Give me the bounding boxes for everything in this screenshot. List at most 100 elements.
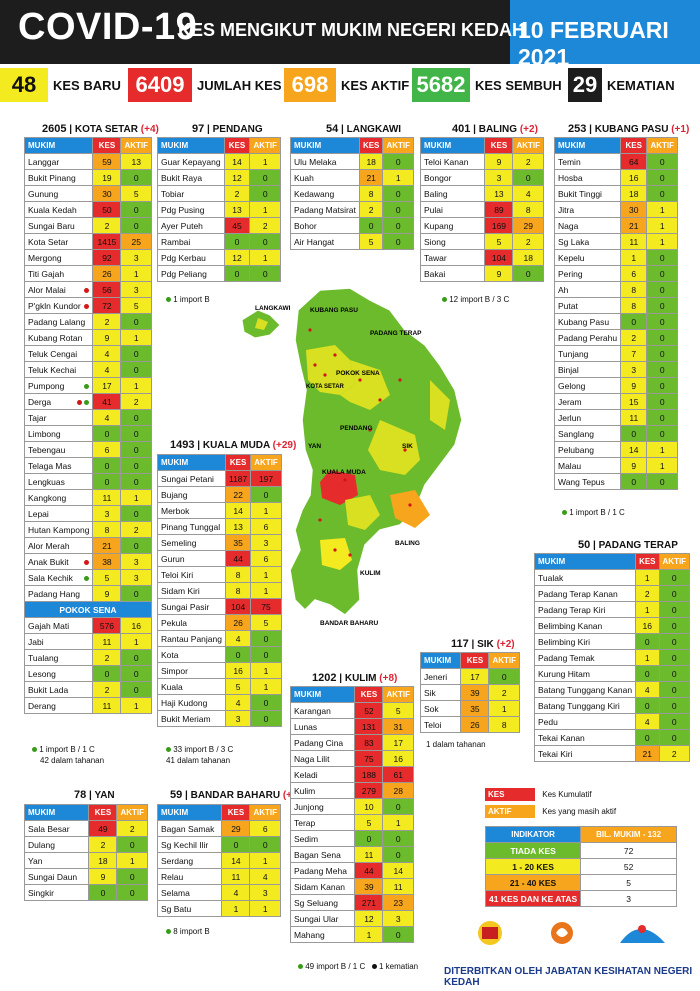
mukim-name: Sidam Kiri — [157, 582, 226, 599]
indicator-header: BIL. MUKIM - 132 — [580, 826, 677, 843]
table-row: Jabi 11 1 — [23, 633, 152, 650]
table-row: Kurung Hitam 0 0 — [533, 665, 691, 682]
mukim-name: Lengkuas — [23, 473, 94, 490]
aktif-value: 0 — [382, 926, 414, 943]
kes-value: 8 — [92, 521, 122, 538]
kes-value: 89 — [484, 201, 514, 218]
kes-value: 2 — [223, 185, 251, 202]
table-row: Tekai Kanan 0 0 — [533, 729, 691, 746]
table-bandar-baharu: MUKIM KES AKTIF Bagan Samak 29 6 Sg Kechil Ili… — [156, 804, 281, 917]
mukim-name: Pinang Tunggal — [157, 518, 226, 535]
table-row: Wang Tepus 0 0 — [553, 473, 678, 490]
table-row: Tajar 4 0 — [23, 409, 152, 426]
kes-value: 8 — [224, 582, 252, 599]
kes-value: 1 — [620, 249, 648, 266]
col-header-kes: KES — [88, 804, 118, 821]
kes-value: 9 — [88, 868, 118, 885]
mukim-name: Lepai — [23, 505, 94, 522]
table-row: Sungai Petani 1187 197 — [157, 470, 282, 487]
stat-value: 698 — [284, 68, 336, 102]
table-row: Sedim 0 0 — [289, 830, 414, 847]
mukim-name: Keladi — [289, 766, 356, 783]
aktif-value: 4 — [512, 185, 544, 202]
kes-value: 3 — [620, 361, 648, 378]
kes-value: 1415 — [92, 233, 122, 250]
kes-value: 64 — [620, 153, 648, 170]
table-row: Sala Kechik 5 3 — [23, 569, 152, 586]
mukim-name: Bujang — [157, 486, 226, 503]
mukim-name: Temin — [553, 153, 622, 170]
legend-aktif-desc: Kes yang masih aktif — [542, 807, 617, 816]
table-row: P'gkln Kundor 72 5 — [23, 297, 152, 314]
table-row: Sg Batu 1 1 — [156, 900, 281, 917]
kes-value: 576 — [92, 617, 122, 634]
aktif-value: 31 — [382, 718, 414, 735]
status-dot-icon — [77, 399, 83, 405]
mukim-name: Gurun — [157, 550, 226, 567]
mukim-name: Naga — [553, 217, 622, 234]
map-label-sik: SIK — [402, 443, 413, 450]
kes-value: 50 — [92, 201, 122, 218]
kes-value: 104 — [484, 249, 514, 266]
aktif-value: 0 — [646, 377, 678, 394]
aktif-value: 2 — [120, 393, 152, 410]
table-row: Bukit Tinggi 18 0 — [553, 185, 678, 202]
table-row: Keladi 188 61 — [289, 766, 414, 783]
col-header-mukim: MUKIM — [157, 137, 225, 154]
table-row: Sungai Pasir 104 75 — [157, 598, 282, 615]
table-row: Kubang Pasu 0 0 — [553, 313, 678, 330]
mukim-name: Karangan — [289, 702, 356, 719]
aktif-value: 0 — [120, 313, 152, 330]
aktif-value: 0 — [658, 601, 691, 618]
aktif-value: 2 — [249, 217, 281, 234]
mukim-name: Kuala — [157, 678, 226, 695]
sihat-logo — [551, 922, 573, 944]
mukim-name: Sanglang — [553, 425, 622, 442]
mukim-name: Kubang Pasu — [553, 313, 622, 330]
kedah-map: LANGKAWI KUBANG PASU PADANG TERAP POKOK … — [241, 287, 463, 627]
table-row: Serdang 14 1 — [156, 852, 281, 869]
mukim-name: Tunjang — [553, 345, 622, 362]
kes-value: 4 — [635, 713, 660, 730]
district-title-kuala-muda: 1493 | KUALA MUDA (+29) — [170, 439, 297, 451]
kes-value: 1 — [635, 569, 660, 586]
table-row: Air Hangat 5 0 — [290, 233, 414, 250]
kes-value: 13 — [224, 518, 252, 535]
aktif-value: 0 — [120, 409, 152, 426]
kes-value: 21 — [358, 169, 384, 186]
table-row: Kulim 279 28 — [289, 782, 414, 799]
map-region-pokok-sena — [340, 360, 390, 410]
legend-kes-swatch: KES — [485, 788, 535, 801]
col-header-mukim: MUKIM — [419, 652, 462, 669]
table-row: Bongor 3 0 — [419, 169, 544, 186]
col-header-mukim: MUKIM — [156, 804, 223, 821]
mukim-name: Telaga Mas — [23, 457, 94, 474]
col-header-aktif: AKTIF — [120, 137, 152, 154]
table-row: Hutan Kampong 8 2 — [23, 521, 152, 538]
kes-value: 44 — [224, 550, 252, 567]
kes-value: 5 — [484, 233, 514, 250]
mukim-name: Alor Merah — [23, 537, 94, 554]
mukim-name: Teloi Kanan — [419, 153, 486, 170]
kes-value: 11 — [221, 868, 251, 885]
mukim-name: Merbok — [157, 502, 226, 519]
aktif-value: 0 — [646, 265, 678, 282]
col-header-aktif: AKTIF — [512, 137, 544, 154]
district-title-padang-terap: 50 | PADANG TERAP — [578, 539, 678, 551]
indicator-count: 3 — [580, 890, 677, 907]
table-row: Guar Kepayang 14 1 — [157, 153, 281, 170]
col-header-mukim: MUKIM — [157, 454, 226, 471]
col-header-aktif: AKTIF — [488, 652, 520, 669]
mukim-name: Padang Cina — [289, 734, 356, 751]
aktif-value: 0 — [646, 345, 678, 362]
table-row: Pulai 89 8 — [419, 201, 544, 218]
table-row: Sungai Daun 9 0 — [23, 868, 148, 885]
kes-value: 0 — [354, 830, 384, 847]
aktif-value: 0 — [658, 697, 691, 714]
kes-value: 1187 — [224, 470, 252, 487]
aktif-value: 0 — [120, 585, 152, 602]
legend-kes-desc: Kes Kumulatif — [542, 790, 592, 799]
table-row: Kuala Kedah 50 0 — [23, 201, 152, 218]
col-header-mukim: MUKIM — [289, 686, 356, 703]
table-row: Baling 13 4 — [419, 185, 544, 202]
